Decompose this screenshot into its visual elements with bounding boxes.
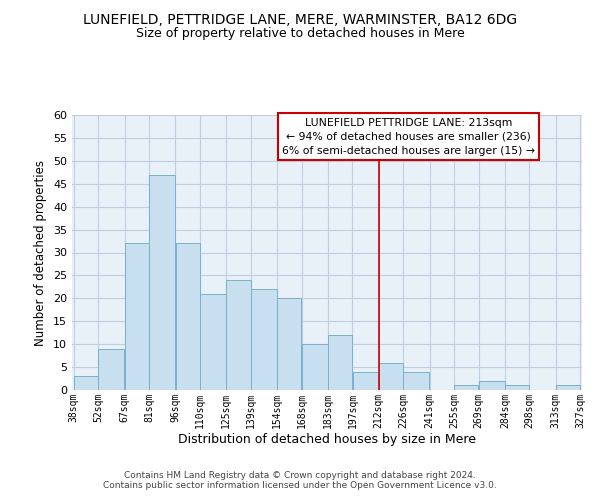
Bar xyxy=(251,289,277,390)
Bar xyxy=(302,344,328,390)
Text: Distribution of detached houses by size in Mere: Distribution of detached houses by size … xyxy=(178,432,476,446)
Bar xyxy=(74,376,98,390)
Bar xyxy=(226,280,251,390)
Bar xyxy=(125,244,149,390)
Bar xyxy=(98,349,124,390)
Text: LUNEFIELD, PETTRIDGE LANE, MERE, WARMINSTER, BA12 6DG: LUNEFIELD, PETTRIDGE LANE, MERE, WARMINS… xyxy=(83,12,517,26)
Bar xyxy=(200,294,226,390)
Text: Contains HM Land Registry data © Crown copyright and database right 2024.
Contai: Contains HM Land Registry data © Crown c… xyxy=(103,470,497,490)
Bar xyxy=(556,386,580,390)
Bar xyxy=(176,244,200,390)
Text: Size of property relative to detached houses in Mere: Size of property relative to detached ho… xyxy=(136,28,464,40)
Bar xyxy=(505,386,529,390)
Bar xyxy=(149,174,175,390)
Text: LUNEFIELD PETTRIDGE LANE: 213sqm
← 94% of detached houses are smaller (236)
6% o: LUNEFIELD PETTRIDGE LANE: 213sqm ← 94% o… xyxy=(282,118,535,156)
Bar xyxy=(328,335,352,390)
Bar xyxy=(353,372,379,390)
Bar xyxy=(379,362,403,390)
Bar xyxy=(277,298,301,390)
Y-axis label: Number of detached properties: Number of detached properties xyxy=(34,160,47,346)
Bar xyxy=(454,386,478,390)
Bar xyxy=(479,381,505,390)
Bar xyxy=(403,372,430,390)
